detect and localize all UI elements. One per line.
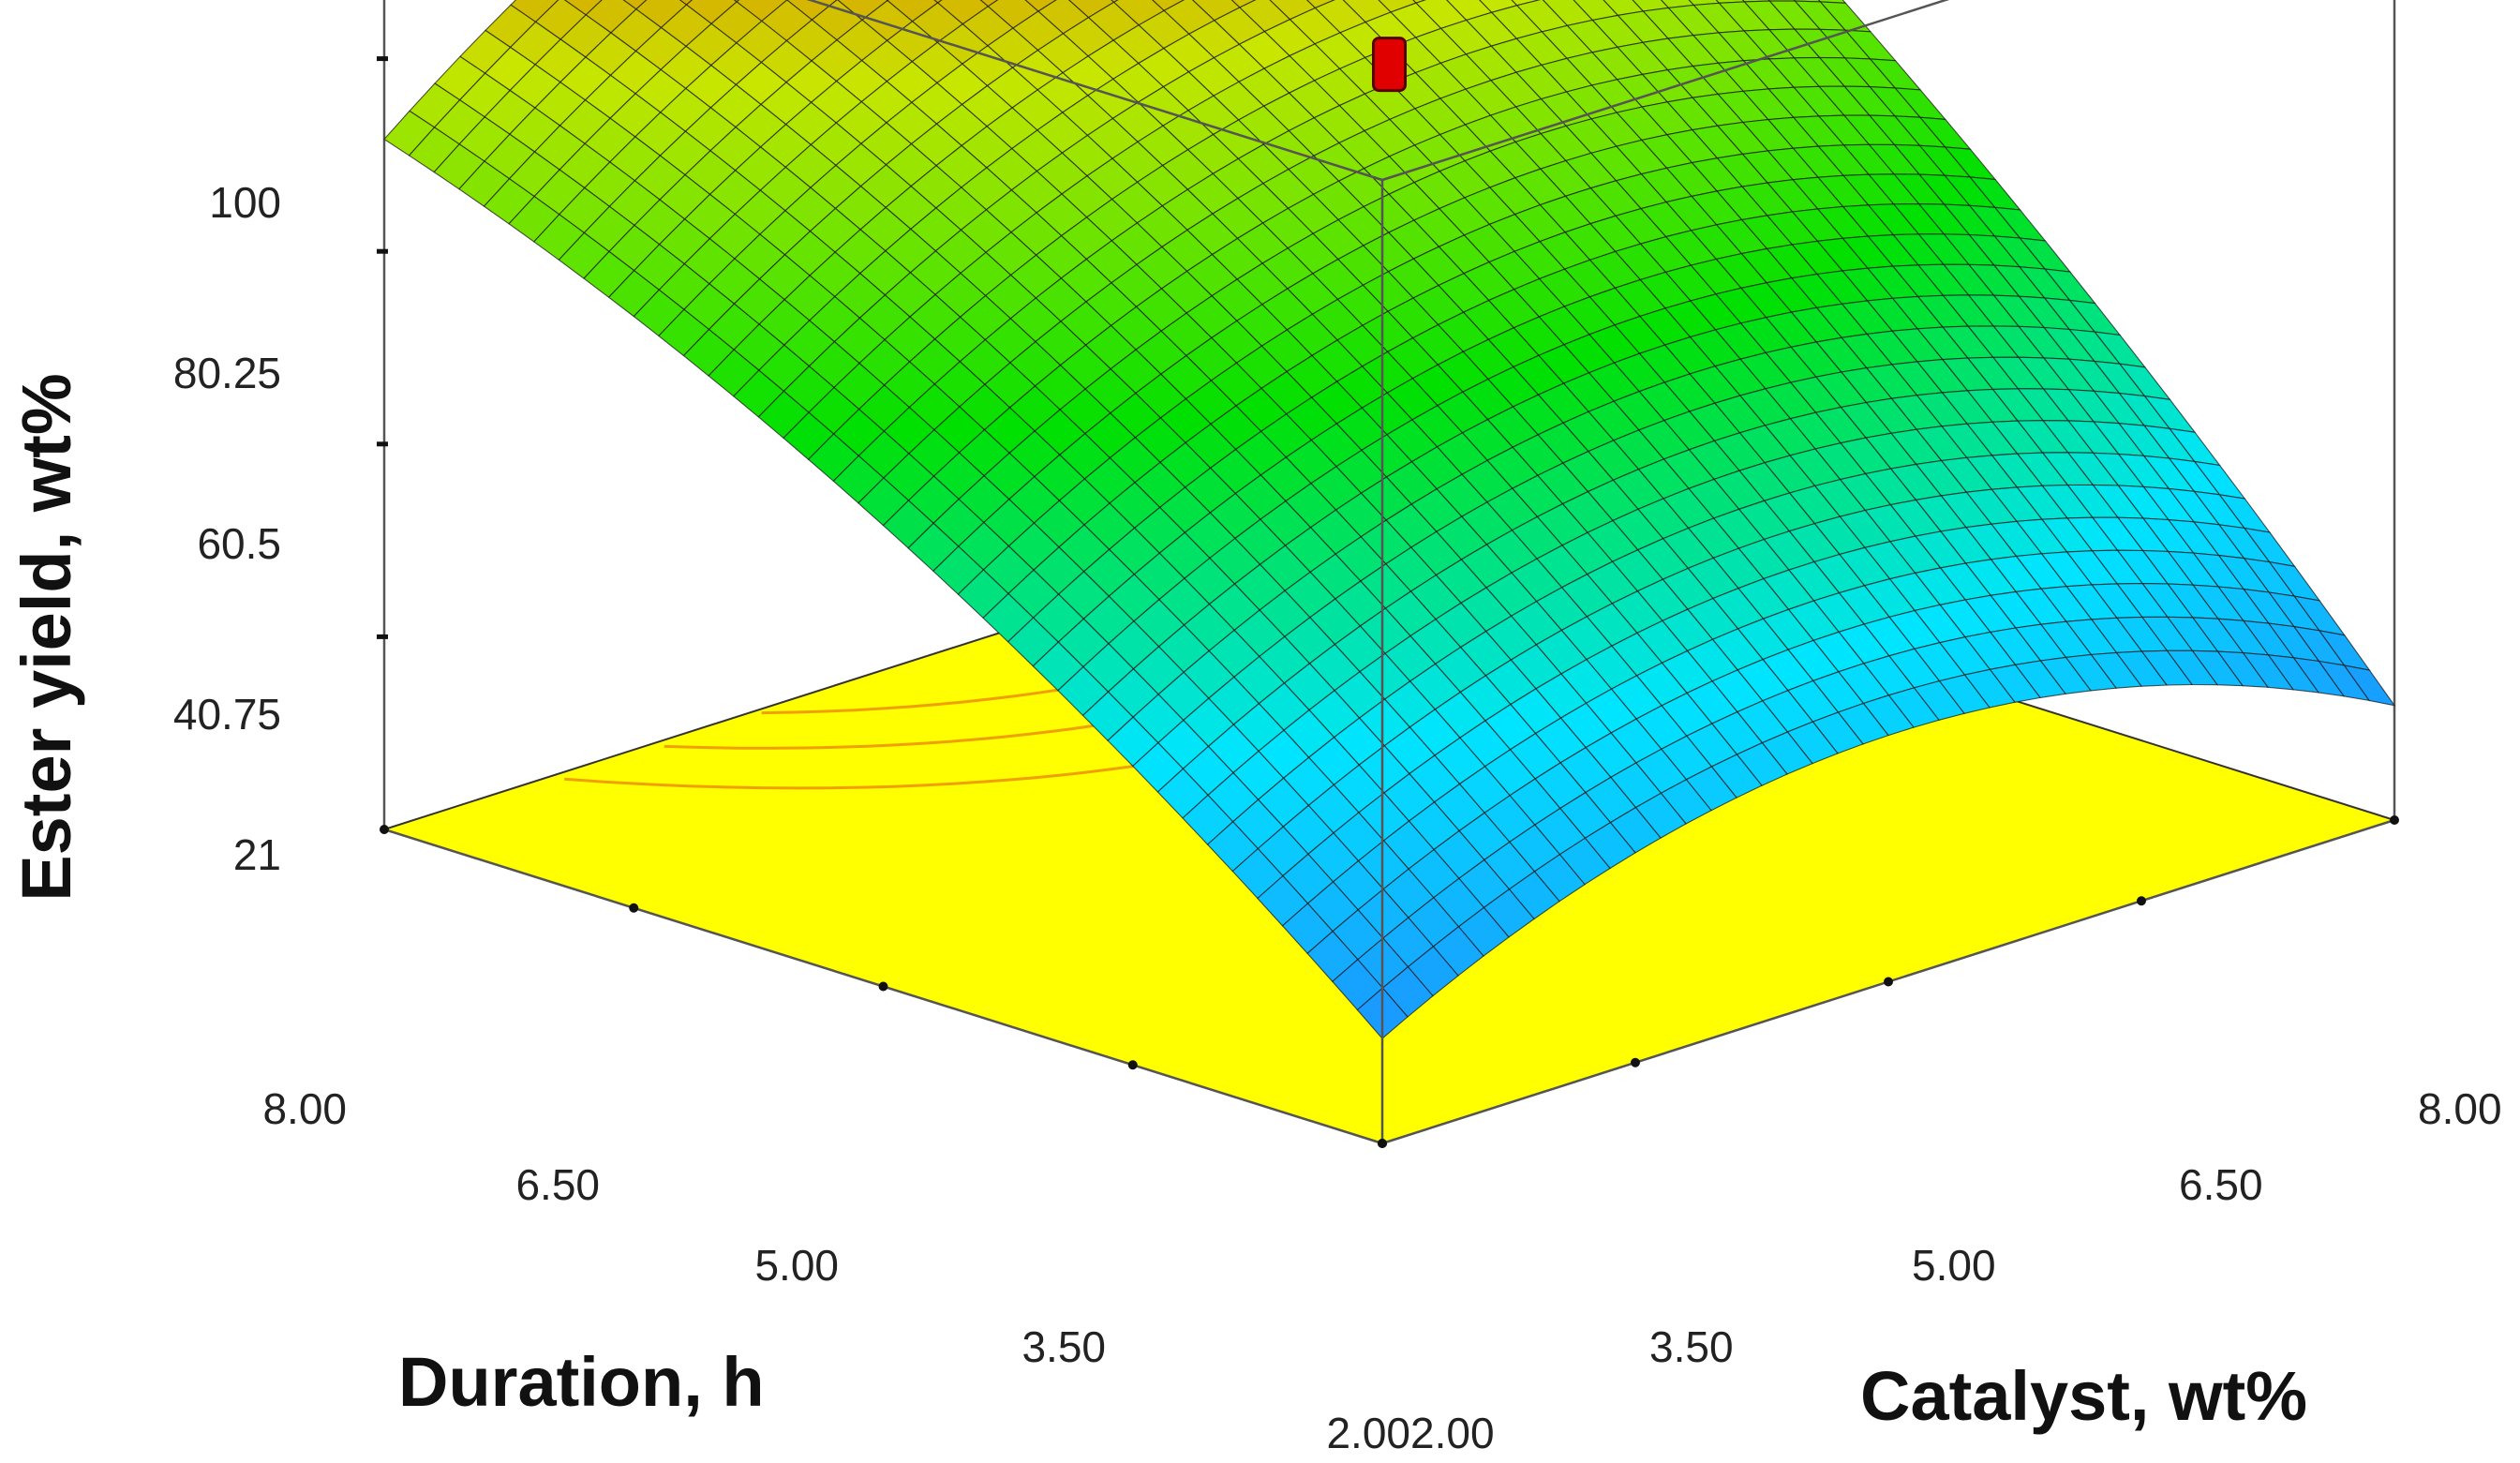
y-tick-label: 3.50 bbox=[1021, 1322, 1106, 1371]
y-tick-label: 6.50 bbox=[515, 1160, 600, 1209]
z-axis-title: Ester yield, wt% bbox=[7, 373, 85, 901]
y-tick-label: 2.00 bbox=[1326, 1409, 1410, 1457]
z-tick-label: 80.25 bbox=[173, 349, 281, 397]
surface-cell bbox=[678, 0, 693, 6]
y-tick-labels: 2.00 3.50 5.00 6.50 8.00 bbox=[262, 1084, 1410, 1457]
x-axis-title: Catalyst, wt% bbox=[1860, 1357, 2307, 1435]
y-tick-mark bbox=[629, 903, 639, 913]
x-tick-mark bbox=[2137, 896, 2146, 906]
z-tick-label: 21 bbox=[233, 830, 281, 879]
z-tick-label: 100 bbox=[209, 178, 281, 227]
y-tick-mark bbox=[1127, 1060, 1138, 1070]
x-tick-label: 2.00 bbox=[1410, 1409, 1495, 1457]
z-tick-label: 60.5 bbox=[197, 519, 281, 568]
x-tick-label: 6.50 bbox=[2179, 1160, 2263, 1209]
box-edge bbox=[806, 0, 1383, 182]
y-tick-mark bbox=[1378, 1139, 1387, 1148]
surface-cell bbox=[622, 0, 648, 10]
surface-cell bbox=[1230, 0, 1257, 8]
y-axis-title: Duration, h bbox=[398, 1343, 765, 1421]
x-tick-mark bbox=[1631, 1057, 1640, 1067]
box-edge bbox=[1381, 0, 1950, 182]
tick-marks bbox=[377, 56, 2399, 1148]
z-tick-labels: 21 40.75 60.5 80.25 100 bbox=[173, 178, 281, 879]
x-tick-mark bbox=[2390, 815, 2399, 825]
x-tick-label: 8.00 bbox=[2418, 1084, 2502, 1133]
z-tick-label: 40.75 bbox=[173, 690, 281, 739]
x-tick-label: 3.50 bbox=[1649, 1322, 1734, 1371]
y-tick-label: 8.00 bbox=[262, 1084, 347, 1133]
y-tick-mark bbox=[380, 825, 389, 834]
response-surface bbox=[383, 0, 2396, 1039]
x-tick-labels: 2.00 3.50 5.00 6.50 8.00 bbox=[1410, 1084, 2502, 1457]
x-tick-mark bbox=[1884, 977, 1893, 987]
design-point bbox=[1372, 37, 1407, 93]
y-tick-label: 5.00 bbox=[754, 1241, 839, 1290]
y-tick-mark bbox=[878, 981, 888, 992]
x-tick-label: 5.00 bbox=[1912, 1241, 1996, 1290]
surface-cell bbox=[979, 0, 999, 7]
